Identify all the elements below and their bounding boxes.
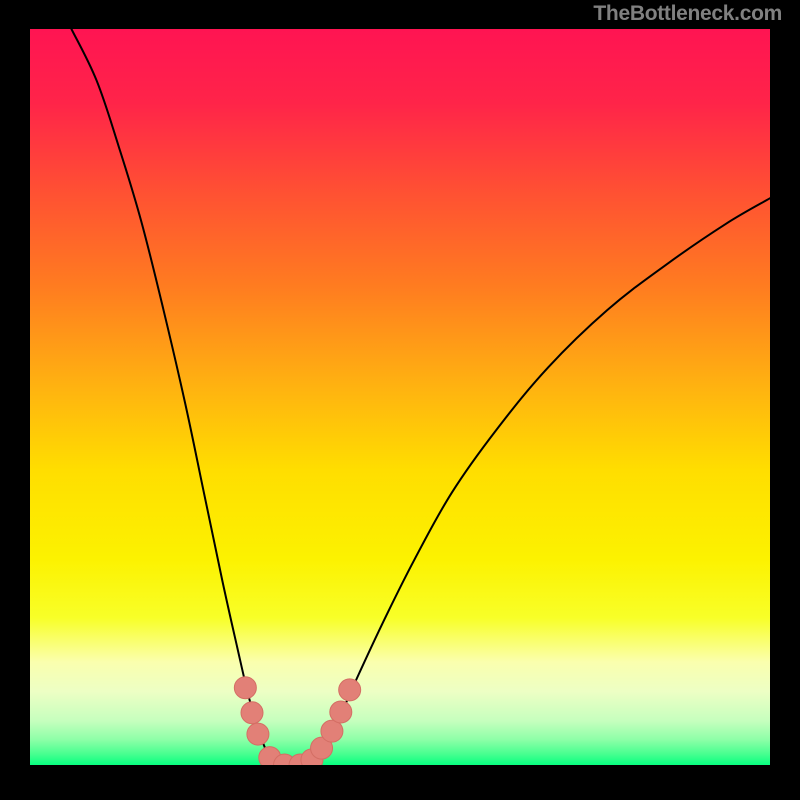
marker-point [241, 702, 263, 724]
marker-point [234, 677, 256, 699]
bottleneck-curve-chart [0, 0, 800, 800]
watermark-text: TheBottleneck.com [593, 2, 782, 26]
marker-point [330, 701, 352, 723]
marker-point [339, 679, 361, 701]
plot-background [30, 29, 770, 765]
marker-point [247, 723, 269, 745]
chart-frame: TheBottleneck.com [0, 0, 800, 800]
